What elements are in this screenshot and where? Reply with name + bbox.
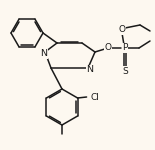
Text: P: P <box>122 44 128 52</box>
Text: Cl: Cl <box>90 93 99 102</box>
Text: O: O <box>119 26 126 34</box>
Text: S: S <box>122 66 128 75</box>
Text: N: N <box>40 50 47 58</box>
Text: O: O <box>104 42 111 51</box>
Text: N: N <box>86 66 93 75</box>
